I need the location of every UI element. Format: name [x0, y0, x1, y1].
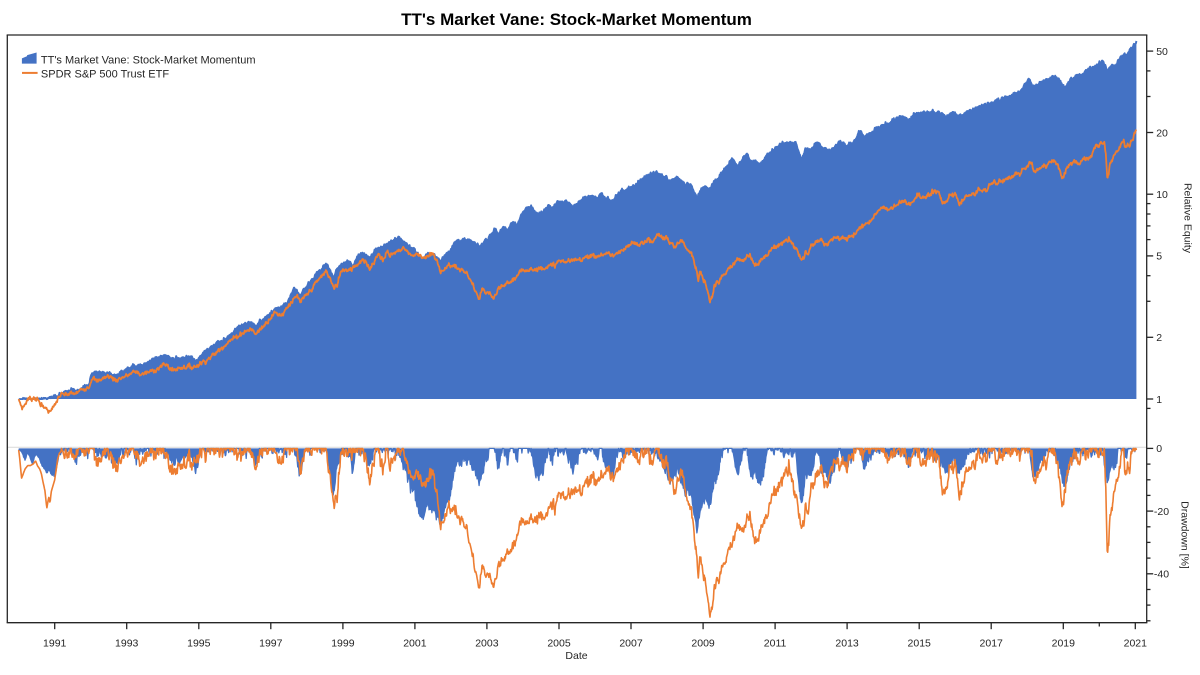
svg-text:2013: 2013 [835, 637, 859, 649]
svg-text:Date: Date [565, 650, 587, 662]
svg-text:20: 20 [1156, 127, 1168, 139]
svg-text:2019: 2019 [1052, 637, 1076, 649]
svg-text:1991: 1991 [43, 637, 67, 649]
svg-text:50: 50 [1156, 46, 1168, 58]
svg-text:1995: 1995 [187, 637, 211, 649]
svg-text:-40: -40 [1154, 569, 1169, 581]
svg-text:2005: 2005 [547, 637, 571, 649]
svg-text:1999: 1999 [331, 637, 355, 649]
svg-text:-20: -20 [1154, 506, 1169, 518]
svg-text:2001: 2001 [403, 637, 427, 649]
svg-text:5: 5 [1156, 251, 1162, 263]
svg-text:2017: 2017 [980, 637, 1004, 649]
svg-text:SPDR S&P 500 Trust ETF: SPDR S&P 500 Trust ETF [41, 69, 169, 81]
svg-text:1997: 1997 [259, 637, 283, 649]
svg-text:10: 10 [1156, 189, 1168, 201]
svg-text:2: 2 [1156, 332, 1162, 344]
svg-text:Drawdown [%]: Drawdown [%] [1179, 501, 1191, 569]
svg-text:2015: 2015 [908, 637, 932, 649]
svg-text:1: 1 [1156, 394, 1162, 406]
svg-text:TT's Market Vane: Stock-Market: TT's Market Vane: Stock-Market Momentum [41, 55, 256, 67]
svg-text:Relative Equity: Relative Equity [1182, 183, 1194, 254]
svg-text:2007: 2007 [619, 637, 643, 649]
svg-text:1993: 1993 [115, 637, 139, 649]
svg-text:0: 0 [1156, 443, 1162, 455]
svg-text:2003: 2003 [475, 637, 499, 649]
svg-text:2009: 2009 [691, 637, 715, 649]
svg-text:TT's Market Vane: Stock-Market: TT's Market Vane: Stock-Market Momentum [401, 10, 752, 29]
svg-text:2011: 2011 [764, 637, 787, 649]
svg-text:2021: 2021 [1124, 637, 1148, 649]
